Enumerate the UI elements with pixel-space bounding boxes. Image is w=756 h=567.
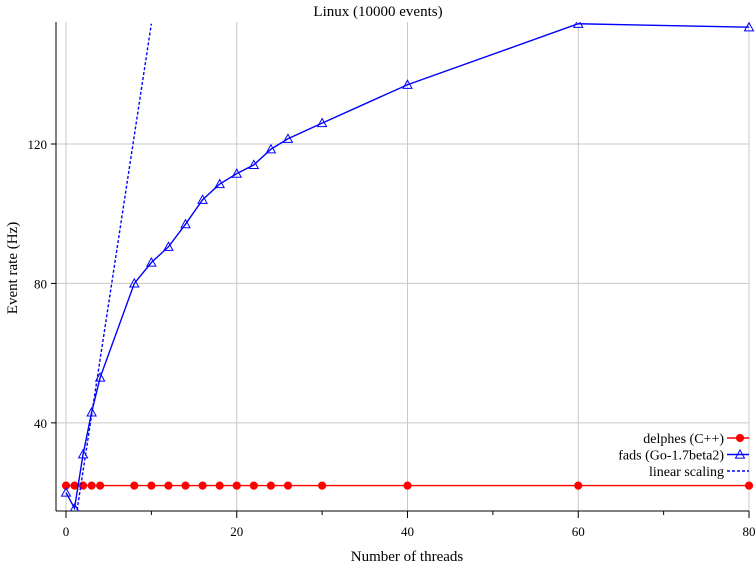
data-point bbox=[248, 159, 260, 170]
x-tick-label: 60 bbox=[572, 524, 585, 539]
x-tick-label: 80 bbox=[743, 524, 756, 539]
data-point bbox=[231, 168, 243, 178]
data-point bbox=[198, 481, 207, 490]
grid-lines bbox=[56, 22, 750, 511]
data-point bbox=[283, 481, 293, 490]
y-tick-label: 80 bbox=[34, 276, 47, 291]
series-line bbox=[76, 23, 153, 511]
data-point bbox=[181, 481, 190, 490]
data-point bbox=[130, 481, 139, 490]
x-tick-label: 0 bbox=[63, 524, 70, 539]
legend-label: linear scaling bbox=[649, 465, 724, 480]
data-point bbox=[572, 22, 584, 28]
data-point bbox=[249, 481, 258, 490]
series-line bbox=[65, 23, 750, 511]
data-point bbox=[574, 481, 583, 490]
axes bbox=[55, 22, 749, 512]
plot-area bbox=[60, 22, 755, 511]
data-point bbox=[128, 277, 140, 288]
x-tick-label: 40 bbox=[401, 524, 414, 539]
x-tick-label: 20 bbox=[230, 524, 243, 539]
data-point bbox=[318, 481, 327, 490]
data-point bbox=[282, 133, 294, 143]
y-tick-label: 120 bbox=[28, 137, 48, 152]
data-point bbox=[96, 481, 105, 490]
series-2 bbox=[76, 23, 153, 511]
data-point bbox=[266, 481, 275, 490]
legend-label: delphes (C++) bbox=[643, 432, 724, 447]
data-point bbox=[163, 241, 174, 251]
y-axis-label: Event rate (Hz) bbox=[5, 222, 21, 314]
data-point bbox=[744, 481, 754, 490]
data-point bbox=[402, 79, 413, 89]
data-point bbox=[87, 481, 96, 490]
data-point bbox=[164, 481, 173, 490]
legend-marker bbox=[734, 448, 746, 459]
chart-title: Linux (10000 events) bbox=[313, 4, 442, 20]
series-0 bbox=[61, 481, 754, 490]
data-point bbox=[146, 256, 157, 267]
axis-ticks: 0 20 40 60 80 40 80 120 bbox=[28, 137, 756, 539]
data-point bbox=[232, 481, 241, 490]
legend-label: fads (Go-1.7beta2) bbox=[618, 449, 724, 464]
x-axis-label: Number of threads bbox=[351, 549, 464, 565]
data-point bbox=[197, 194, 208, 204]
data-point bbox=[61, 481, 71, 490]
data-point bbox=[180, 218, 191, 229]
data-point bbox=[316, 117, 328, 128]
data-point bbox=[265, 143, 277, 154]
data-point bbox=[147, 481, 156, 490]
data-point bbox=[743, 22, 755, 32]
y-tick-label: 40 bbox=[34, 416, 47, 431]
data-point bbox=[403, 481, 412, 490]
data-point bbox=[214, 178, 226, 189]
legend: delphes (C++) fads (Go-1.7beta2)linear sc… bbox=[618, 432, 749, 480]
data-point bbox=[215, 481, 224, 490]
data-point bbox=[60, 487, 72, 497]
data-point bbox=[94, 372, 106, 382]
legend-marker bbox=[735, 433, 745, 443]
